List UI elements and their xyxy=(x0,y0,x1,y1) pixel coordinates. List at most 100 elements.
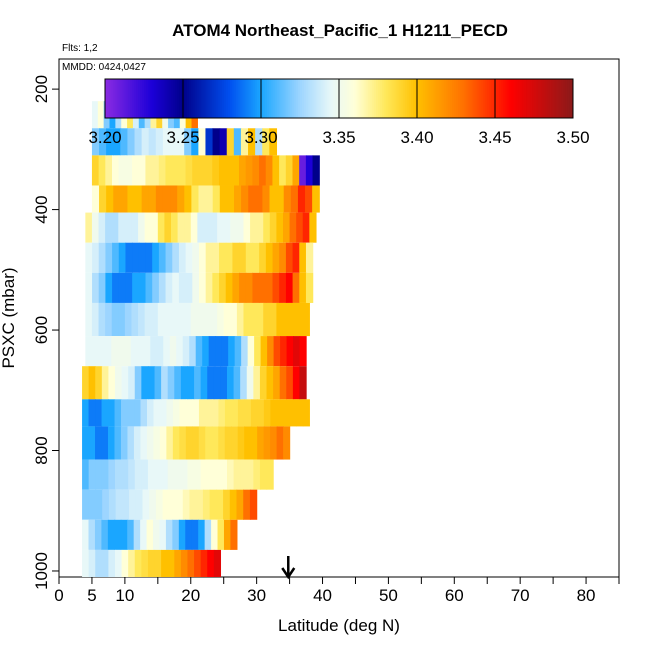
colorbar-segment xyxy=(134,79,137,118)
heatmap-cell xyxy=(260,336,268,367)
heatmap-cell xyxy=(190,212,198,243)
heatmap-cell xyxy=(212,155,220,186)
heatmap-cell xyxy=(98,336,106,367)
y-tick-label: 200 xyxy=(32,75,51,103)
heatmap-cell xyxy=(215,336,223,367)
heatmap-cell xyxy=(312,185,320,213)
heatmap-cell xyxy=(121,459,129,490)
colorbar-segment xyxy=(360,79,363,118)
heatmap-cell xyxy=(230,302,238,337)
heatmap-cell xyxy=(95,399,103,427)
colorbar-segment xyxy=(526,79,529,118)
heatmap-cell xyxy=(97,101,105,129)
heatmap-cell xyxy=(243,212,251,243)
heatmap-cell xyxy=(203,302,212,337)
heatmap-cell xyxy=(145,272,153,303)
heatmap-cell xyxy=(259,366,268,400)
x-axis: 0 5 10 20 30 40 50 60 70 80 xyxy=(54,577,620,605)
heatmap-cell xyxy=(292,155,300,186)
colorbar-segment xyxy=(313,79,317,118)
colorbar-segment xyxy=(432,79,436,118)
colorbar-segment xyxy=(223,79,227,118)
heatmap-cell xyxy=(91,128,100,156)
colorbar-segment xyxy=(364,79,367,118)
heatmap-cell xyxy=(88,399,96,427)
heatmap-cell xyxy=(232,272,240,303)
colorbar-segment xyxy=(407,79,410,118)
colorbar-segment xyxy=(487,79,490,118)
heatmap-band xyxy=(82,519,238,550)
heatmap-cell xyxy=(252,272,260,303)
heatmap-cell xyxy=(293,336,301,367)
colorbar-segment xyxy=(493,79,496,118)
heatmap-cell xyxy=(212,128,221,156)
heatmap-cell xyxy=(166,426,174,460)
heatmap-cell xyxy=(158,242,167,273)
colorbar-segment xyxy=(481,79,484,118)
heatmap-cell xyxy=(285,242,294,273)
heatmap-cell xyxy=(250,212,258,243)
colorbar-segment xyxy=(198,79,202,118)
heatmap-cell xyxy=(266,459,274,490)
heatmap-cell xyxy=(203,212,212,243)
heatmap-cell xyxy=(91,336,99,367)
heatmap-cell xyxy=(240,459,248,490)
heatmap-cell xyxy=(184,128,192,156)
colorbar-segment xyxy=(463,79,467,118)
heatmap-cell xyxy=(165,272,173,303)
colorbar-segment xyxy=(157,79,161,118)
colorbar-segment xyxy=(354,79,358,118)
colorbar-segment xyxy=(385,79,389,118)
colorbar-segment xyxy=(537,79,541,118)
heatmap-cell xyxy=(151,302,159,337)
colorbar-segment xyxy=(239,79,242,118)
heatmap-cell xyxy=(128,459,136,490)
x-tick-label: 60 xyxy=(445,586,464,605)
heatmap-cell xyxy=(200,366,208,400)
heatmap-cell xyxy=(85,242,93,273)
colorbar-segment xyxy=(335,79,338,118)
heatmap-cell xyxy=(125,242,133,273)
heatmap-cell xyxy=(225,242,234,273)
colorbar-segment xyxy=(290,79,293,118)
heatmap-cell xyxy=(172,426,180,460)
heatmap-cell xyxy=(187,366,195,400)
heatmap-cell xyxy=(88,459,96,490)
colorbar-segment xyxy=(563,79,566,118)
heatmap-cell xyxy=(117,336,125,367)
heatmap-cell xyxy=(113,185,121,213)
heatmap-cell xyxy=(147,399,155,427)
heatmap-cell xyxy=(207,549,215,577)
colorbar-tick-label: 3.35 xyxy=(322,128,355,147)
colorbar-segment xyxy=(426,79,430,118)
heatmap-cell xyxy=(219,242,227,273)
colorbar-segment xyxy=(276,79,280,118)
colorbar-segment xyxy=(202,79,205,118)
heatmap-cell xyxy=(124,336,132,367)
colorbar-segment xyxy=(436,79,439,118)
colorbar-segment xyxy=(280,79,283,118)
colorbar-segment xyxy=(323,79,326,118)
heatmap-cell xyxy=(118,242,127,273)
colorbar-tick-label: 3.50 xyxy=(556,128,589,147)
heatmap-cell xyxy=(150,336,158,367)
heatmap-cell xyxy=(165,155,173,186)
heatmap-cell xyxy=(141,366,149,400)
colorbar-segment xyxy=(422,79,426,118)
colorbar-segment xyxy=(292,79,295,118)
heatmap-cell xyxy=(234,336,242,367)
colorbar-segment xyxy=(155,79,159,118)
heatmap-cell xyxy=(182,336,190,367)
colorbar-segment xyxy=(473,79,476,118)
heatmap-cell xyxy=(218,426,226,460)
arrow-head xyxy=(281,567,296,580)
heatmap-cell xyxy=(141,459,149,490)
colorbar-segment xyxy=(530,79,533,118)
heatmap-cell xyxy=(182,489,191,520)
heatmap-cell xyxy=(269,302,278,337)
heatmap-cell xyxy=(108,459,116,490)
colorbar-segment xyxy=(222,79,225,118)
heatmap-cell xyxy=(312,155,320,186)
heatmap-cell xyxy=(111,212,119,243)
colorbar-tick-label: 3.45 xyxy=(478,128,511,147)
